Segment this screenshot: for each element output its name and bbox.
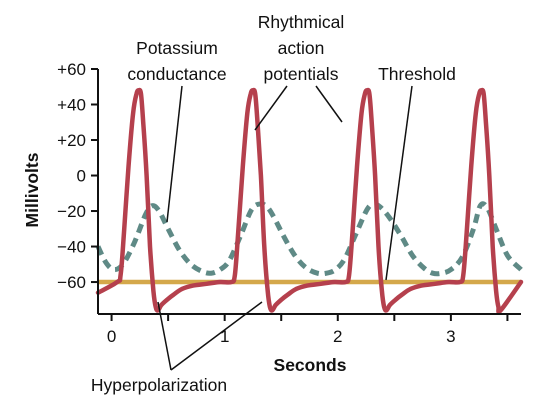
annotation-rhythmical-line-3: potentials <box>264 64 339 84</box>
leader-line-rhythmical-right <box>315 85 343 123</box>
leader-line-rhythmical-left <box>254 85 288 131</box>
y-tick-label-2: +20 <box>57 131 86 150</box>
annotation-potassium-line-2: conductance <box>127 64 226 84</box>
y-tick-label-0: +60 <box>57 60 86 79</box>
x-tick-label-1: 1 <box>220 327 229 346</box>
y-tick-label-4: −20 <box>57 202 86 221</box>
annotation-threshold: Threshold <box>378 64 456 281</box>
axes-layer <box>91 68 521 321</box>
labels-layer: +60 +40 +20 0 −20 −40 −60 0 1 2 3 <box>57 60 455 346</box>
leader-line-hyperpolarization-left <box>157 301 172 371</box>
series-layer <box>95 87 524 315</box>
leader-line-hyperpolarization-right <box>170 301 263 371</box>
y-tick-label-3: 0 <box>77 167 86 186</box>
annotation-rhythmical-line-2: action <box>278 38 325 58</box>
x-tick-label-3: 3 <box>446 327 455 346</box>
annotation-potassium-conductance: Potassium conductance <box>127 38 227 223</box>
annotation-hyperpolarization-line-1: Hyperpolarization <box>91 375 227 395</box>
x-tick-label-2: 2 <box>333 327 342 346</box>
x-axis-title: Seconds <box>274 355 347 375</box>
annotation-rhythmical-line-1: Rhythmical <box>258 12 345 32</box>
annotation-potassium-line-1: Potassium <box>136 38 218 58</box>
annotation-threshold-line-1: Threshold <box>378 64 456 84</box>
y-tick-label-6: −60 <box>57 273 86 292</box>
y-axis-title: Millivolts <box>22 152 42 227</box>
leader-line-potassium <box>166 85 183 223</box>
y-tick-label-1: +40 <box>57 96 86 115</box>
leader-line-threshold <box>385 85 413 281</box>
x-tick-label-0: 0 <box>107 327 116 346</box>
y-tick-label-5: −40 <box>57 238 86 257</box>
series-line-potassium-conductance <box>95 201 523 277</box>
series-line-action-potential <box>95 87 524 315</box>
annotation-rhythmical-action-potentials: Rhythmical action potentials <box>254 12 345 131</box>
annotation-hyperpolarization: Hyperpolarization <box>91 301 263 395</box>
